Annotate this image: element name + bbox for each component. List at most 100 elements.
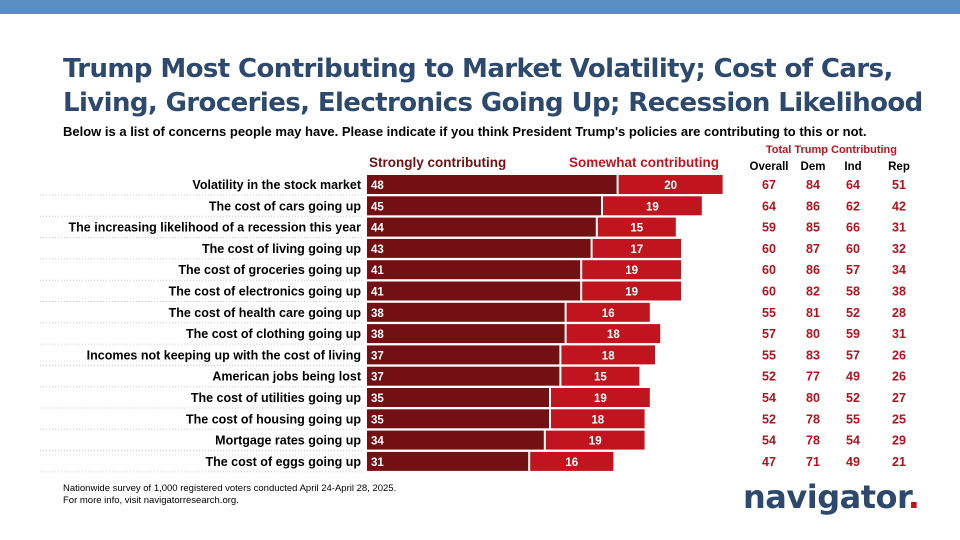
legend-somewhat-contributing: Somewhat contributing: [569, 155, 719, 170]
chart-row: The cost of eggs going up 31 16 47 71 49 21: [40, 451, 906, 473]
footnote-more-info: For more info, visit navigatorresearch.o…: [63, 495, 239, 506]
bar-label-somewhat-contributing: 19: [646, 201, 659, 213]
bar-label-strongly-contributing: 37: [371, 350, 384, 362]
table-value-dem: 71: [806, 455, 820, 469]
logo-dot: .: [907, 478, 920, 516]
chart-rows: Volatility in the stock market 48 20 67 84 64…: [40, 175, 906, 473]
chart-row: Incomes not keeping up with the cost of …: [40, 345, 906, 366]
table-value-ind: 59: [846, 327, 860, 341]
bar-label-strongly-contributing: 45: [371, 201, 384, 213]
bar-label-strongly-contributing: 48: [371, 180, 384, 192]
table-value-rep: 26: [892, 348, 906, 362]
bar-label-somewhat-contributing: 20: [664, 180, 677, 192]
bar-strongly-contributing: [367, 451, 529, 471]
chart-row: The cost of housing going up 35 18 52 78 55 25: [40, 409, 906, 430]
bar-label-somewhat-contributing: 15: [594, 372, 607, 384]
category-label: The cost of electronics going up: [169, 285, 362, 299]
table-value-overall: 67: [762, 178, 776, 192]
table-value-ind: 57: [846, 263, 860, 277]
table-value-rep: 38: [892, 285, 906, 299]
table-value-dem: 86: [806, 263, 820, 277]
category-label: The cost of utilities going up: [191, 391, 361, 405]
chart-row: The increasing likelihood of a recession…: [40, 217, 906, 239]
bar-label-strongly-contributing: 34: [371, 436, 384, 448]
table-value-rep: 32: [892, 242, 906, 256]
bar-label-somewhat-contributing: 19: [625, 265, 638, 277]
table-value-overall: 59: [762, 221, 776, 235]
bar-label-strongly-contributing: 31: [371, 457, 384, 469]
table-value-dem: 86: [806, 199, 820, 213]
bar-somewhat-contributing: [561, 366, 640, 386]
table-value-rep: 31: [892, 221, 906, 235]
bar-strongly-contributing: [367, 324, 565, 344]
table-title: Total Trump Contributing: [766, 144, 897, 156]
table-value-rep: 27: [892, 391, 906, 405]
table-value-dem: 85: [806, 221, 820, 235]
table-value-overall: 52: [762, 412, 776, 426]
table-value-overall: 55: [762, 348, 776, 362]
bar-somewhat-contributing: [530, 451, 614, 471]
bar-somewhat-contributing: [597, 217, 676, 237]
category-label: Volatility in the stock market: [192, 178, 361, 192]
table-value-dem: 78: [806, 412, 820, 426]
table-value-overall: 60: [762, 242, 776, 256]
table-value-ind: 64: [846, 178, 860, 192]
logo-text: navigator: [743, 478, 908, 516]
table-value-ind: 55: [846, 412, 860, 426]
table-value-dem: 84: [806, 178, 820, 192]
chart-row: The cost of clothing going up 38 18 57 80 59 3…: [40, 324, 906, 345]
bar-label-strongly-contributing: 38: [371, 308, 384, 320]
table-value-overall: 60: [762, 285, 776, 299]
table-header-dem: Dem: [801, 161, 826, 173]
table-value-dem: 82: [806, 285, 820, 299]
table-value-rep: 21: [892, 455, 906, 469]
chart-row: Volatility in the stock market 48 20 67 84 64…: [40, 175, 906, 196]
bar-label-somewhat-contributing: 16: [602, 308, 615, 320]
bar-label-somewhat-contributing: 18: [607, 329, 620, 341]
table-header-overall: Overall: [750, 161, 789, 173]
bar-strongly-contributing: [367, 238, 591, 258]
category-label: The cost of clothing going up: [186, 327, 361, 341]
chart-row: Mortgage rates going up 34 19 54 78 54 29: [40, 430, 906, 452]
chart-row: The cost of health care going up 38 16 55 81…: [40, 302, 906, 324]
table-value-dem: 78: [806, 434, 820, 448]
category-label: The cost of housing going up: [186, 412, 361, 426]
chart-row: The cost of electronics going up 41 19 60 82…: [40, 281, 906, 302]
bar-somewhat-contributing: [618, 175, 723, 194]
bar-strongly-contributing: [367, 217, 596, 237]
table-value-ind: 62: [846, 199, 860, 213]
chart-row: The cost of cars going up 45 19 64 86 62 42: [40, 196, 906, 217]
legend-strongly-contributing: Strongly contributing: [369, 155, 506, 170]
bar-strongly-contributing: [367, 388, 549, 407]
bar-label-somewhat-contributing: 17: [630, 244, 643, 256]
category-label: American jobs being lost: [212, 370, 361, 384]
bar-label-strongly-contributing: 38: [371, 329, 384, 341]
table-header-rep: Rep: [888, 161, 910, 173]
bar-somewhat-contributing: [566, 302, 650, 322]
table-value-ind: 58: [846, 285, 860, 299]
page-title: Trump Most Contributing to Market Volati…: [63, 54, 923, 118]
table-value-rep: 42: [892, 199, 906, 213]
table-value-rep: 51: [892, 178, 906, 192]
table-value-dem: 87: [806, 242, 820, 256]
bar-strongly-contributing: [367, 196, 601, 216]
table-value-dem: 81: [806, 306, 820, 320]
bar-label-somewhat-contributing: 15: [630, 223, 643, 235]
chart-row: The cost of living going up 43 17 60 87 60 32: [40, 238, 906, 260]
bar-somewhat-contributing: [566, 324, 661, 344]
bar-somewhat-contributing: [582, 260, 681, 280]
table-value-rep: 29: [892, 434, 906, 448]
table-value-overall: 52: [762, 370, 776, 384]
bar-strongly-contributing: [367, 345, 560, 365]
table-value-overall: 47: [762, 455, 776, 469]
bar-strongly-contributing: [367, 409, 549, 429]
bar-label-strongly-contributing: 41: [371, 265, 384, 277]
table-value-dem: 77: [806, 370, 820, 384]
bar-label-somewhat-contributing: 19: [594, 393, 607, 405]
bar-strongly-contributing: [367, 260, 581, 280]
table-value-ind: 49: [846, 455, 860, 469]
table-value-ind: 54: [846, 434, 860, 448]
bar-label-strongly-contributing: 41: [371, 287, 384, 299]
bar-label-somewhat-contributing: 16: [565, 457, 578, 469]
bar-label-strongly-contributing: 37: [371, 372, 384, 384]
